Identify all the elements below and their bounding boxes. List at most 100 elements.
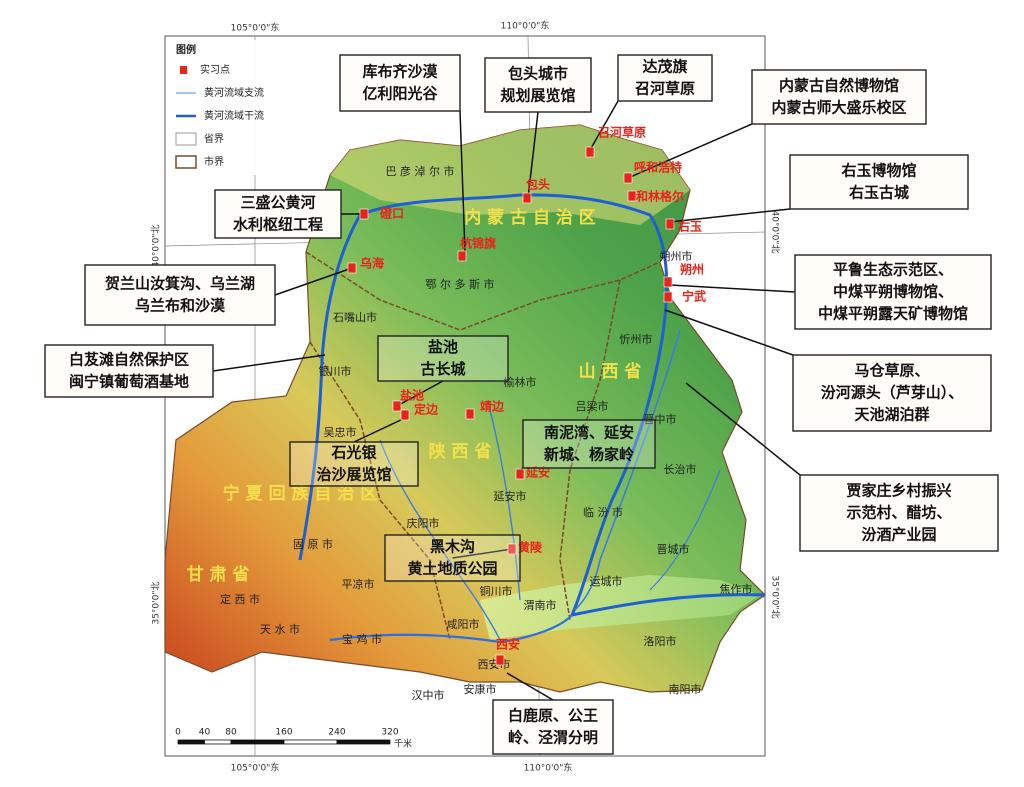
region-label: 陕 西 省 — [429, 441, 492, 462]
leader-line — [353, 417, 406, 443]
callout-box — [789, 154, 969, 210]
tributary — [574, 329, 681, 611]
leader-line — [664, 309, 794, 356]
province-border — [559, 279, 621, 621]
scale-label: 160 — [275, 728, 292, 738]
callout-text: 规划展览馆 — [500, 87, 575, 105]
legend-label: 市界 — [204, 155, 224, 168]
region-label: 内 蒙 古 自 治 区 — [464, 207, 596, 228]
site-label: 磴口 — [380, 206, 404, 221]
region-label: 宁 夏 回 族 自 治 区 — [223, 483, 378, 504]
scale-segment — [230, 739, 285, 745]
scale-segment — [336, 739, 391, 745]
callout-box — [44, 344, 214, 398]
site-label: 宁武 — [682, 289, 706, 304]
latitude-label: 35°0'0"北 — [770, 575, 781, 618]
latitude-label: 40°0'0"北 — [151, 224, 162, 267]
site-label: 召河草原 — [598, 125, 646, 140]
legend-symbol — [175, 132, 197, 146]
city-label: 石嘴山市 — [333, 310, 377, 324]
callout-text: 召河草原 — [635, 80, 695, 98]
city-label: 咸阳市 — [447, 617, 480, 631]
latitude-label: 35°0'0"北 — [151, 581, 162, 624]
callout-text: 包头城市 — [508, 65, 568, 83]
callout-text: 岭、泾渭分明 — [508, 729, 598, 747]
legend-label: 黄河流域支流 — [204, 86, 264, 99]
callout-text: 内蒙古自然博物馆 — [779, 77, 899, 95]
site-marker — [392, 400, 402, 412]
callout-text: 中煤平朔博物馆、 — [833, 283, 953, 301]
city-label: 榆林市 — [504, 375, 537, 389]
city-label: 朔州市 — [660, 249, 693, 263]
callout-box — [289, 441, 419, 487]
site-label: 靖边 — [480, 399, 505, 414]
site-marker — [515, 468, 525, 480]
callout-text: 内蒙古师大盛乐校区 — [771, 99, 906, 117]
scale-segment — [283, 739, 338, 745]
callout-box — [377, 335, 509, 382]
callout-text: 盐池 — [428, 338, 458, 356]
city-label: 平凉市 — [342, 577, 375, 591]
callout-text: 黄土地质公园 — [407, 560, 497, 578]
city-label: 定 西 市 — [220, 592, 260, 606]
callout-text: 治沙展览馆 — [316, 466, 391, 484]
longitude-label: 110°0'0"东 — [501, 20, 550, 32]
longitude-label: 110°0'0"东 — [524, 762, 573, 774]
callout-box — [751, 69, 927, 125]
callout-text: 新城、杨家岭 — [544, 446, 634, 464]
site-marker — [627, 190, 637, 202]
province-border — [309, 341, 451, 641]
plain-area — [480, 575, 760, 640]
city-label: 延安市 — [494, 489, 527, 503]
leader-line — [589, 100, 619, 151]
scale-label: 40 — [199, 728, 211, 738]
longitude-label: 105°0'0"东 — [231, 762, 280, 774]
tributary — [489, 409, 521, 601]
city-label: 汉中市 — [412, 688, 445, 702]
site-label: 杭锦旗 — [460, 236, 496, 251]
callout-box — [339, 54, 461, 112]
site-marker — [665, 218, 675, 230]
site-label: 乌海 — [360, 256, 384, 271]
callout-text: 库布齐沙漠 — [362, 63, 438, 81]
region-label: 山 西 省 — [579, 361, 642, 382]
callout-text: 古长城 — [420, 360, 465, 378]
tributary — [649, 469, 721, 591]
scale-segment — [204, 739, 232, 745]
callout-box — [384, 534, 521, 582]
site-label: 西安 — [496, 637, 520, 652]
callout-text: 右玉古城 — [849, 184, 909, 202]
callout-box — [492, 699, 614, 755]
leader-line — [627, 123, 753, 179]
tributary — [379, 439, 501, 641]
legend-label: 黄河流域干流 — [204, 109, 264, 122]
city-label: 焦作市 — [720, 582, 753, 596]
city-label: 西安市 — [478, 657, 511, 671]
site-marker — [400, 409, 410, 421]
callout-box — [792, 354, 992, 432]
callout-box — [522, 419, 656, 469]
leader-line — [459, 110, 466, 253]
legend-label: 实习点 — [200, 63, 230, 76]
legend-label: 省界 — [204, 132, 224, 145]
callout-text: 乌兰布和沙漠 — [135, 297, 226, 315]
site-marker — [522, 192, 532, 204]
callout-text: 亿利阳光谷 — [362, 85, 438, 103]
city-label: 银川市 — [319, 364, 352, 378]
city-label: 巴 彦 淖 尔 市 — [386, 164, 455, 178]
site-label: 朔州 — [680, 262, 704, 277]
main-river — [298, 193, 766, 618]
callout-text: 汾河源头（芦芽山）、 — [821, 384, 964, 402]
scale-unit: 千米 — [394, 738, 412, 750]
leader-line — [396, 380, 444, 407]
city-label: 铜川市 — [480, 584, 513, 598]
region-label: 甘 肃 省 — [187, 564, 250, 585]
callout-text: 南泥湾、延安 — [544, 424, 634, 442]
city-label: 天 水 市 — [260, 622, 300, 636]
site-label: 定边 — [414, 402, 439, 417]
callout-text: 贺兰山汝箕沟、乌兰湖 — [104, 275, 255, 293]
callout-box — [617, 54, 713, 102]
site-marker — [465, 408, 475, 420]
leader-line — [212, 354, 326, 372]
